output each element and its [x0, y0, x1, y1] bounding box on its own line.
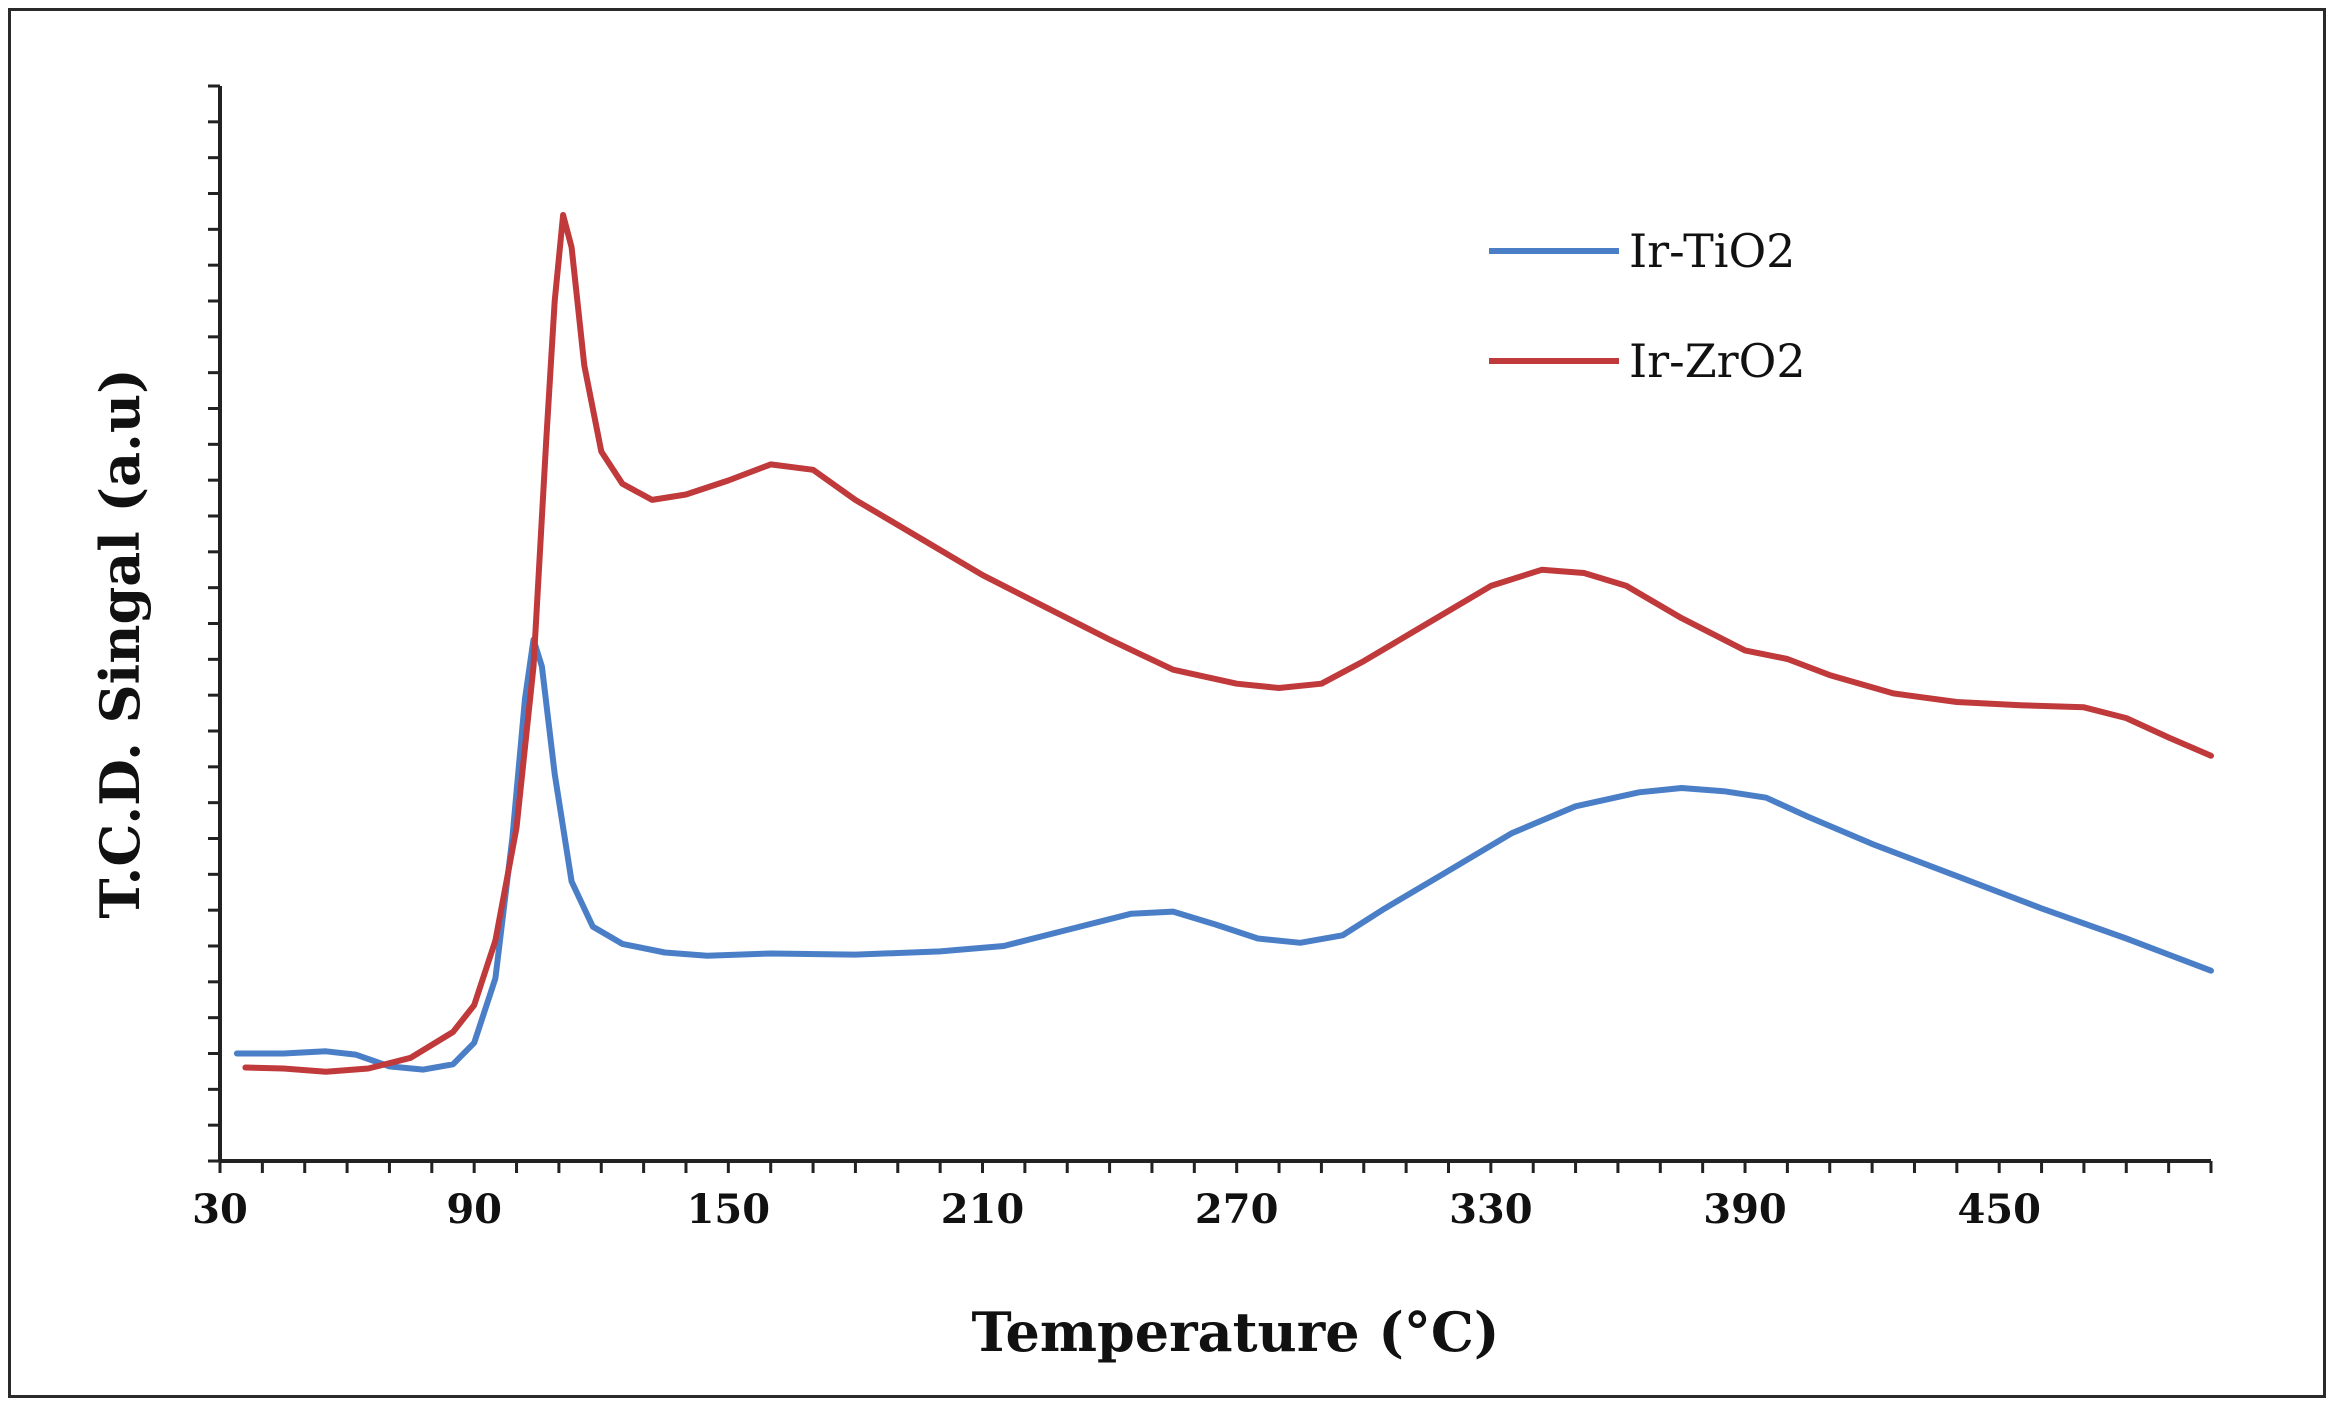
figure-frame: 30 90 150 210 270 330 390 450 Ir-TiO2 Ir-ZrO2 Te…	[8, 8, 2326, 1398]
x-tick-label: 150	[687, 1186, 771, 1233]
x-tick-label: 210	[941, 1186, 1025, 1233]
x-axis-title: Temperature (°C)	[972, 1300, 1500, 1364]
legend-label: Ir-TiO2	[1629, 224, 1795, 278]
x-tick-label: 90	[446, 1186, 502, 1233]
series-line-ir-tio2	[233, 636, 2214, 1073]
series-layer	[233, 212, 2214, 1075]
x-tick-label: 390	[1703, 1186, 1787, 1233]
legend-label: Ir-ZrO2	[1629, 334, 1806, 388]
y-axis-title: T.C.D. Singal (a.u)	[88, 368, 152, 918]
x-tick-label: 30	[192, 1186, 248, 1233]
x-tick-label: 330	[1449, 1186, 1533, 1233]
axes	[218, 86, 2211, 1163]
series-line-ir-zro2	[242, 212, 2214, 1075]
chart: 30 90 150 210 270 330 390 450 Ir-TiO2 Ir-ZrO2 Te…	[88, 84, 2214, 1364]
x-axis-ticks: 30 90 150 210 270 330 390 450	[192, 1161, 2213, 1233]
y-axis-ticks	[208, 84, 220, 1163]
legend: Ir-TiO2 Ir-ZrO2	[1489, 224, 1806, 388]
x-tick-label: 270	[1195, 1186, 1279, 1233]
x-tick-label: 450	[1957, 1186, 2041, 1233]
